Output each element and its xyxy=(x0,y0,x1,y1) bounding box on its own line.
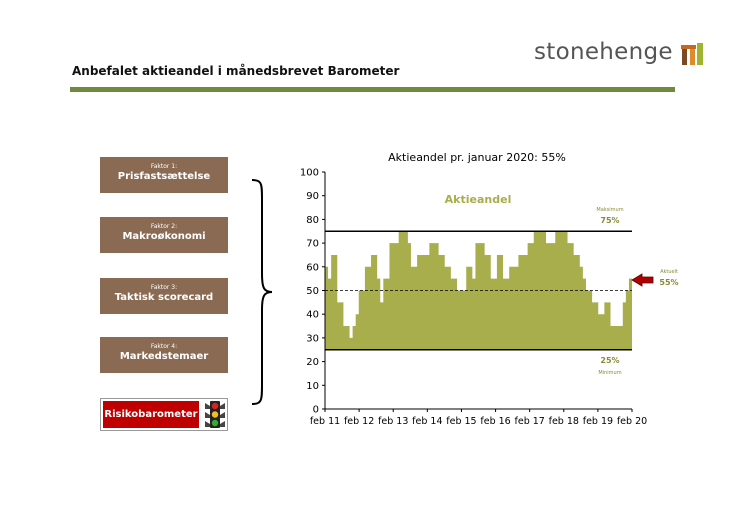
min-label: Minimum xyxy=(598,370,621,376)
factor-box-2: Faktor 2: Makroøkonomi xyxy=(100,217,228,253)
factor-box-1: Faktor 1: Prisfastsættelse xyxy=(100,157,228,193)
factor-number: Faktor 1: xyxy=(150,163,178,170)
factor-number: Faktor 2: xyxy=(150,223,178,230)
y-tick-label: 70 xyxy=(306,239,319,250)
stonehenge-stones-icon xyxy=(680,43,703,65)
x-tick-label: feb 12 xyxy=(344,416,374,427)
logo-text: stonehenge xyxy=(534,39,673,65)
factor-name: Taktisk scorecard xyxy=(114,292,214,303)
risk-barometer: Risikobarometer xyxy=(100,398,228,431)
factor-name: Prisfastsættelse xyxy=(117,171,211,182)
x-tick-label: feb 18 xyxy=(549,416,579,427)
factor-box-4: Faktor 4: Markedstemaer xyxy=(100,337,228,373)
x-tick-label: feb 14 xyxy=(412,416,442,427)
right-brace xyxy=(251,179,273,405)
factor-name: Markedstemaer xyxy=(119,351,209,362)
y-tick-label: 0 xyxy=(313,405,319,416)
x-tick-label: feb 13 xyxy=(378,416,408,427)
y-tick-label: 10 xyxy=(306,381,319,392)
reference-lines xyxy=(325,230,632,351)
max-label: Maksimum xyxy=(596,207,623,213)
x-tick-label: feb 16 xyxy=(480,416,510,427)
x-tick-label: feb 19 xyxy=(583,416,613,427)
x-tick-label: feb 15 xyxy=(446,416,476,427)
factor-number: Faktor 3: xyxy=(150,284,178,291)
factor-number: Faktor 4: xyxy=(150,343,178,350)
traffic-light-icon xyxy=(205,401,225,428)
min-value-label: 25% xyxy=(600,356,619,365)
area-layer xyxy=(325,231,632,409)
y-tick-label: 100 xyxy=(300,168,319,179)
x-tick-label: feb 17 xyxy=(515,416,545,427)
header-rule xyxy=(70,87,675,92)
y-tick-label: 80 xyxy=(306,215,319,226)
current-label: Aktuelt xyxy=(660,269,678,275)
current-arrow-icon xyxy=(631,273,654,287)
y-tick-label: 50 xyxy=(306,286,319,297)
risk-barometer-label: Risikobarometer xyxy=(103,401,199,428)
series-label: Aktieandel xyxy=(445,193,512,206)
current-value-label: 55% xyxy=(659,278,678,287)
logo: stonehenge xyxy=(534,36,703,68)
page-title: Anbefalet aktieandel i månedsbrevet Baro… xyxy=(72,64,400,78)
x-tick-label: feb 20 xyxy=(617,416,647,427)
factor-box-3: Faktor 3: Taktisk scorecard xyxy=(100,278,228,314)
y-tick-label: 20 xyxy=(306,357,319,368)
x-tick-label: feb 11 xyxy=(310,416,340,427)
y-tick-label: 30 xyxy=(306,333,319,344)
below-min-mask xyxy=(325,349,632,409)
max-value-label: 75% xyxy=(600,216,619,225)
y-tick-label: 40 xyxy=(306,310,319,321)
y-tick-label: 90 xyxy=(306,191,319,202)
chart-title: Aktieandel pr. januar 2020: 55% xyxy=(388,151,566,164)
factor-name: Makroøkonomi xyxy=(122,231,206,242)
axes: 0 10 20 30 40 50 60 70 80 90 100 feb 11 feb 12 feb 13… xyxy=(300,168,647,428)
y-tick-label: 60 xyxy=(306,262,319,273)
